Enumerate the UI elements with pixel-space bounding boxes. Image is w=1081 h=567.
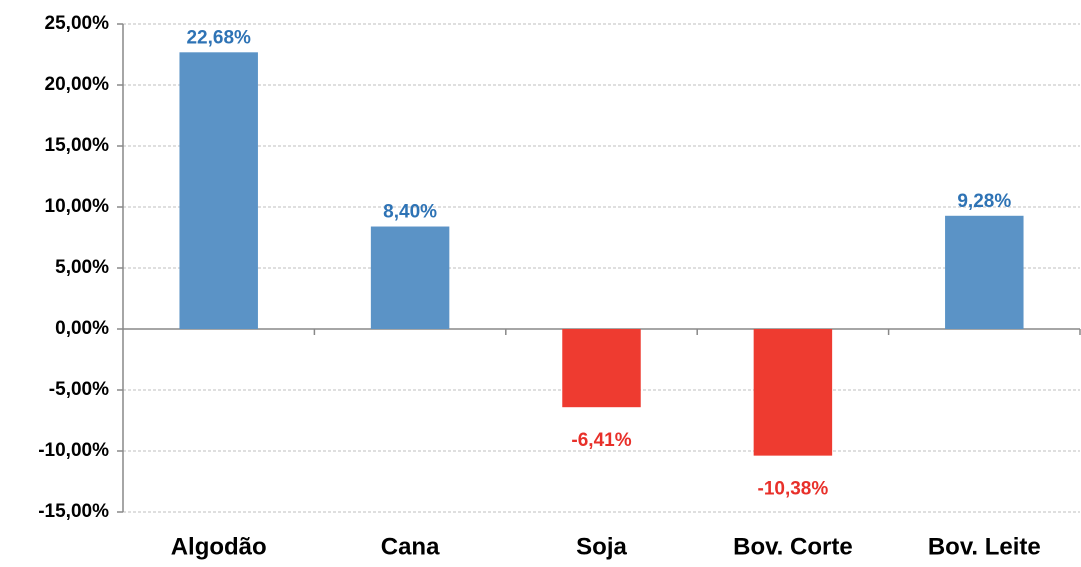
- y-tick-label: -15,00%: [38, 501, 109, 522]
- value-label: 22,68%: [186, 27, 251, 48]
- x-tick-label: Bov. Leite: [928, 533, 1041, 560]
- y-tick-label: 10,00%: [45, 196, 110, 217]
- x-tick-label: Soja: [576, 533, 627, 560]
- y-tick-label: -5,00%: [49, 379, 109, 400]
- bar: [179, 52, 258, 329]
- y-tick-label: 25,00%: [45, 13, 110, 34]
- value-label: 8,40%: [383, 202, 437, 223]
- y-tick-label: 20,00%: [45, 74, 110, 95]
- value-label: -10,38%: [758, 479, 829, 500]
- value-label: 9,28%: [957, 191, 1011, 212]
- bar: [945, 215, 1024, 329]
- y-tick-label: 5,00%: [55, 257, 109, 278]
- y-tick-label: 0,00%: [55, 318, 109, 339]
- x-tick-label: Algodão: [171, 533, 267, 560]
- x-tick-label: Bov. Corte: [733, 533, 853, 560]
- value-label: -6,41%: [571, 430, 631, 451]
- x-tick-label: Cana: [381, 533, 440, 560]
- bar: [370, 226, 450, 329]
- y-tick-label: -10,00%: [38, 440, 109, 461]
- bar: [562, 329, 641, 408]
- bar: [753, 329, 833, 456]
- y-tick-label: 15,00%: [45, 135, 110, 156]
